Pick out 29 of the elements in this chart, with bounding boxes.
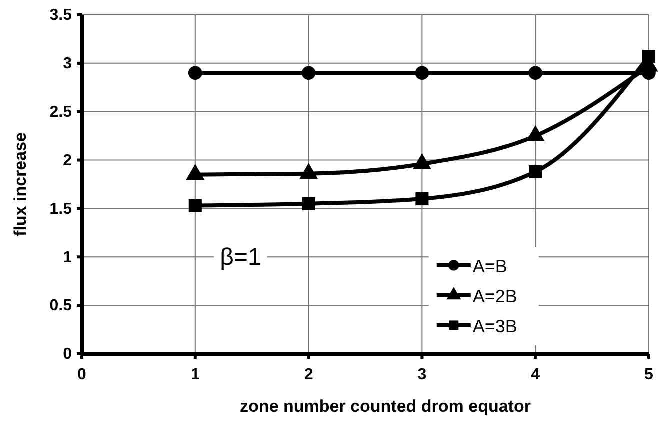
x-axis-title: zone number counted drom equator bbox=[240, 397, 532, 416]
point bbox=[528, 66, 543, 80]
y-tick-label: 0 bbox=[63, 346, 72, 364]
y-tick-label: 0.5 bbox=[50, 298, 72, 315]
x-tick-label: 3 bbox=[418, 366, 427, 384]
annotation: β=1 bbox=[220, 244, 262, 272]
point bbox=[188, 199, 202, 212]
x-tick-label: 1 bbox=[190, 366, 200, 384]
point bbox=[188, 66, 202, 80]
y-tick-label: 1 bbox=[63, 249, 72, 266]
y-tick-label: 3.5 bbox=[50, 7, 72, 24]
y-tick-label: 1.5 bbox=[50, 200, 72, 218]
legend-label: A=2B bbox=[472, 286, 518, 306]
point bbox=[642, 50, 656, 64]
y-tick-label: 2.5 bbox=[50, 104, 72, 121]
point bbox=[529, 165, 542, 178]
y-tick-label: 2 bbox=[63, 152, 72, 170]
x-tick-label: 0 bbox=[78, 366, 87, 384]
point bbox=[415, 66, 430, 80]
legend-label: A=3B bbox=[472, 316, 518, 336]
point bbox=[302, 66, 316, 80]
x-tick-label: 5 bbox=[644, 366, 654, 384]
point bbox=[302, 197, 316, 210]
legend-label: A=B bbox=[472, 256, 508, 276]
point bbox=[416, 192, 429, 206]
x-tick-label: 2 bbox=[304, 366, 314, 384]
y-tick-label: 3 bbox=[63, 56, 72, 73]
y-axis-title: flux increase bbox=[11, 132, 30, 236]
x-tick-label: 4 bbox=[531, 366, 540, 384]
